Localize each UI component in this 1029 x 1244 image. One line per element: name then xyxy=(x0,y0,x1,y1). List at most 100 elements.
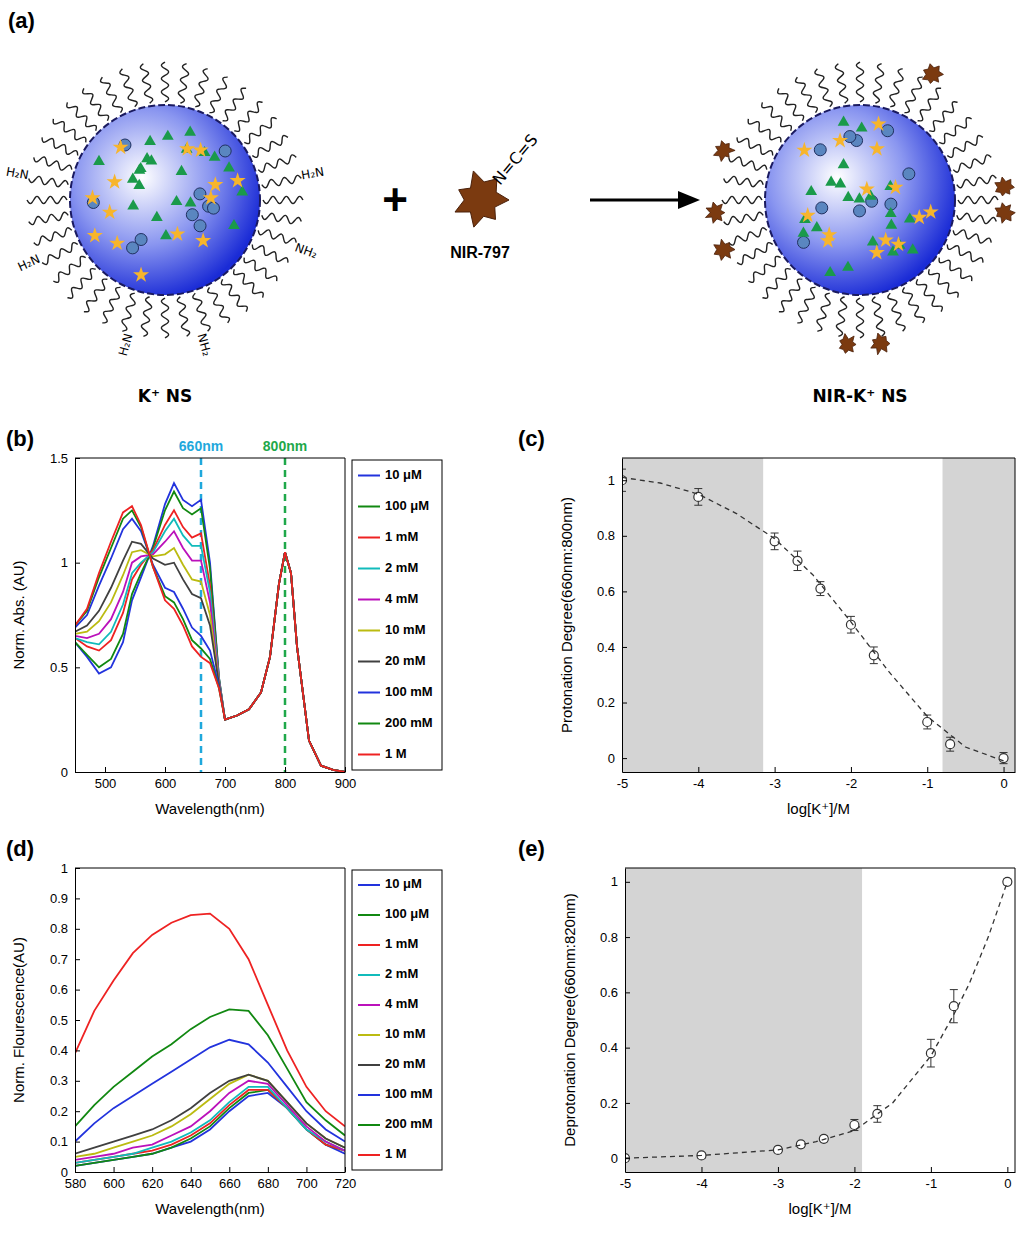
series-line xyxy=(75,506,345,772)
tick-label: 660 xyxy=(219,1176,241,1191)
polymer-chain xyxy=(177,297,189,337)
tick-label: 1 xyxy=(608,473,615,488)
x-tick: 640 xyxy=(180,1167,202,1191)
polymer-chain xyxy=(957,213,997,223)
ionophore xyxy=(814,144,826,156)
polymer-chain xyxy=(836,297,846,337)
x-tick: -4 xyxy=(696,1167,708,1191)
x-tick: -1 xyxy=(922,767,934,791)
y-tick: 0.3 xyxy=(50,1073,80,1088)
polymer-chain xyxy=(178,64,188,104)
tick-label: -1 xyxy=(926,1176,938,1191)
tick-label: -5 xyxy=(620,1176,632,1191)
chromoionophore xyxy=(184,126,196,136)
x-tick: 900 xyxy=(335,767,357,791)
polymer-chain xyxy=(817,293,830,331)
legend-swatch xyxy=(358,506,380,508)
additive xyxy=(113,139,129,154)
chromoionophore xyxy=(842,261,854,271)
additive xyxy=(179,141,195,156)
legend-swatch xyxy=(358,630,380,632)
polymer-chain xyxy=(42,243,78,265)
error-bar xyxy=(950,990,958,1023)
tick-mark xyxy=(345,767,346,772)
legend-label: 100 mM xyxy=(385,684,433,699)
polymer-chain xyxy=(958,196,998,203)
polymer-chain xyxy=(101,77,123,113)
polymer-chain xyxy=(929,102,957,132)
tick-mark xyxy=(75,563,80,564)
tick-mark xyxy=(625,1048,630,1049)
y-tick: 0.8 xyxy=(50,921,80,936)
panel-label: (b) xyxy=(6,426,34,451)
chromoionophore xyxy=(160,229,172,239)
tick-label: -3 xyxy=(769,776,781,791)
tick-label: 680 xyxy=(258,1176,280,1191)
polymer-chain xyxy=(208,287,230,323)
additive xyxy=(859,181,875,196)
tick-mark xyxy=(625,882,630,883)
tick-mark xyxy=(775,767,776,772)
series-line xyxy=(75,491,345,772)
tick-mark xyxy=(622,480,627,481)
tick-label: 700 xyxy=(296,1176,318,1191)
error-bar-cap xyxy=(950,989,958,990)
data-point xyxy=(1003,877,1012,886)
x-tick: 0 xyxy=(1004,1167,1011,1191)
chromoionophore xyxy=(835,177,847,187)
additive xyxy=(207,176,223,191)
tick-mark xyxy=(75,898,80,899)
additive xyxy=(203,190,219,205)
x-tick: 600 xyxy=(103,1167,125,1191)
tick-mark xyxy=(75,1111,80,1112)
additive xyxy=(878,232,894,247)
polymer-chain xyxy=(53,256,85,282)
additive xyxy=(107,173,123,188)
additive xyxy=(832,132,848,147)
polymer-chain xyxy=(939,258,972,282)
series-line xyxy=(75,1040,345,1142)
plot-frame xyxy=(75,868,345,869)
error-bar-cap xyxy=(794,551,802,552)
tick-label: 0.4 xyxy=(600,1040,618,1055)
ionophore xyxy=(903,168,915,180)
additive xyxy=(230,172,246,187)
tick-mark xyxy=(75,959,80,960)
ionophore xyxy=(854,205,866,217)
error-bar xyxy=(946,737,954,751)
legend-label: 100 mM xyxy=(385,1086,433,1101)
legend-label: 1 M xyxy=(385,746,407,761)
error-bar-cap xyxy=(870,646,878,647)
tick-label: 640 xyxy=(180,1176,202,1191)
error-bar-cap xyxy=(1000,763,1008,764)
dye-label: NIR-797 xyxy=(450,244,510,261)
legend-swatch xyxy=(358,1034,380,1036)
tick-mark xyxy=(927,767,928,772)
legend-label: 1 mM xyxy=(385,529,418,544)
tick-label: 800 xyxy=(275,776,297,791)
series-line xyxy=(75,519,345,772)
x-tick: 700 xyxy=(215,767,237,791)
error-bar xyxy=(1000,753,1008,764)
additive xyxy=(84,190,100,205)
polymer-chain xyxy=(252,136,288,158)
error-bar-cap xyxy=(694,505,702,506)
polymer-chain xyxy=(263,196,303,203)
tick-mark xyxy=(622,591,627,592)
additive xyxy=(887,179,903,194)
tick-mark xyxy=(75,1050,80,1051)
panel-label: (a) xyxy=(8,8,35,33)
tick-mark xyxy=(268,1167,269,1172)
tick-mark xyxy=(625,937,630,938)
polymer-chain xyxy=(729,157,767,170)
error-bar-cap xyxy=(946,751,954,752)
y-axis-title: Norm. Flourescence(AU) xyxy=(10,937,27,1103)
polymer-chain xyxy=(140,64,152,104)
legend-label: 20 mM xyxy=(385,653,425,668)
polymer-chain xyxy=(234,269,264,297)
tick-label: 0 xyxy=(61,765,68,780)
additive xyxy=(911,209,927,224)
tick-mark xyxy=(701,1167,702,1172)
tick-mark xyxy=(345,1167,346,1172)
chromoionophore xyxy=(885,207,897,217)
